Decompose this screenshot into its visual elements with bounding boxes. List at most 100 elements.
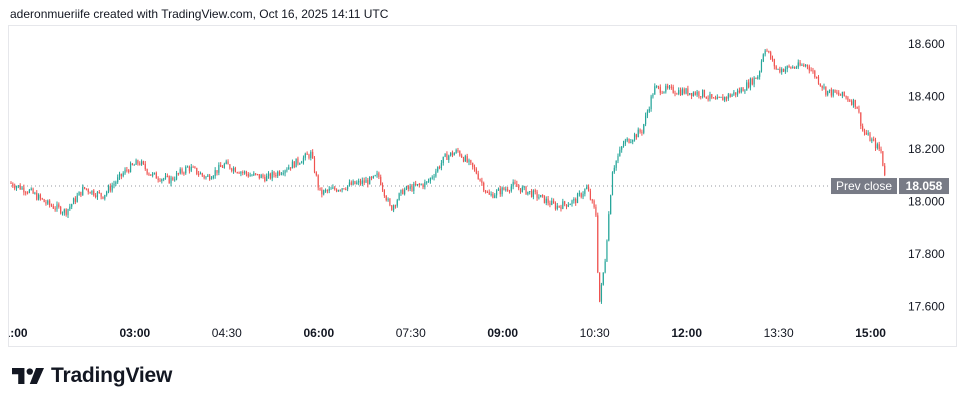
candle-body xyxy=(203,175,205,178)
candle xyxy=(803,63,805,68)
candle-body xyxy=(882,151,884,166)
candle xyxy=(725,96,728,102)
candle xyxy=(332,184,334,190)
candle-body xyxy=(738,90,740,93)
candle-body xyxy=(58,204,60,207)
chart-area[interactable]: 18.600 18.400 18.200 18.000 17.800 17.600 01:… xyxy=(8,25,957,347)
candle-body xyxy=(595,207,597,216)
candle xyxy=(600,282,603,304)
candle xyxy=(347,185,349,192)
candle-body xyxy=(332,187,334,189)
candle-body xyxy=(621,146,623,150)
candle xyxy=(711,94,713,100)
candle xyxy=(740,87,742,94)
candle xyxy=(98,190,100,194)
candle-body xyxy=(249,175,251,177)
candle-body xyxy=(644,115,647,125)
candle-body xyxy=(569,204,571,206)
tradingview-brand[interactable]: TradingView xyxy=(12,364,172,388)
candle-body xyxy=(240,172,242,174)
candle-body xyxy=(841,91,844,96)
candle-body xyxy=(576,194,579,204)
candle xyxy=(315,171,317,177)
candle-body xyxy=(39,194,42,199)
candle-body xyxy=(179,169,181,174)
candle-body xyxy=(131,163,133,165)
candle-body xyxy=(587,186,590,192)
candle-body xyxy=(152,173,154,176)
candle-body xyxy=(657,86,660,88)
candle xyxy=(387,197,389,202)
candle xyxy=(733,90,735,96)
candle-body xyxy=(32,188,34,194)
candle xyxy=(613,165,615,174)
candle xyxy=(188,165,191,174)
candle xyxy=(25,190,27,196)
candle xyxy=(757,75,759,80)
candle xyxy=(43,198,45,203)
candle xyxy=(47,199,49,206)
candle-body xyxy=(650,96,652,109)
candle xyxy=(380,174,382,186)
y-tick-label: 18.600 xyxy=(908,37,945,51)
candle-body xyxy=(871,139,873,142)
candle xyxy=(830,87,832,98)
candle-body xyxy=(648,108,650,112)
candle-body xyxy=(663,91,665,93)
candle-body xyxy=(172,177,174,180)
candle xyxy=(746,79,748,91)
candle-body xyxy=(214,170,216,177)
candle xyxy=(249,172,251,177)
candle-body xyxy=(359,180,362,184)
candle xyxy=(860,112,862,130)
candle xyxy=(646,109,649,119)
candle-body xyxy=(209,175,211,180)
candle-body xyxy=(71,204,73,207)
candle-body xyxy=(128,170,130,173)
candle-body xyxy=(61,212,64,214)
candle-body xyxy=(545,198,547,203)
candle xyxy=(687,85,689,97)
candle-body xyxy=(573,198,575,201)
candle-body xyxy=(170,177,172,184)
candle-body xyxy=(319,187,321,190)
candle xyxy=(742,87,744,92)
candle xyxy=(584,188,586,197)
candle xyxy=(644,112,647,127)
candle-body xyxy=(137,160,139,164)
candle-body xyxy=(109,186,111,191)
candle xyxy=(738,87,740,94)
candle-body xyxy=(781,68,783,73)
candle-body xyxy=(615,160,617,168)
candle xyxy=(186,165,189,168)
price-chart[interactable]: 18.600 18.400 18.200 18.000 17.800 17.600 01:… xyxy=(9,26,958,348)
candle-body xyxy=(424,182,426,188)
candle xyxy=(615,160,617,171)
candle-body xyxy=(694,92,696,95)
candle-body xyxy=(538,197,540,199)
candle-body xyxy=(702,89,704,97)
candle-body xyxy=(724,96,726,101)
candle-body xyxy=(113,183,115,186)
candle xyxy=(529,190,531,195)
x-tick-label: 09:00 xyxy=(487,326,518,340)
candle-body xyxy=(60,206,62,214)
candle xyxy=(869,131,871,142)
candle-body xyxy=(232,167,235,171)
candle-body xyxy=(56,204,58,210)
candle xyxy=(580,192,582,199)
candle xyxy=(255,173,257,176)
candle-body xyxy=(856,106,858,109)
candle-body xyxy=(505,189,507,191)
candle-body xyxy=(225,161,227,164)
candle xyxy=(652,93,654,99)
candle xyxy=(775,65,777,71)
candle xyxy=(142,160,145,165)
candle xyxy=(450,152,452,157)
candle xyxy=(560,204,562,212)
candle-body xyxy=(466,156,468,163)
candle xyxy=(755,77,757,80)
candle-body xyxy=(69,206,71,210)
candle-body xyxy=(481,180,483,183)
candle xyxy=(779,66,781,74)
